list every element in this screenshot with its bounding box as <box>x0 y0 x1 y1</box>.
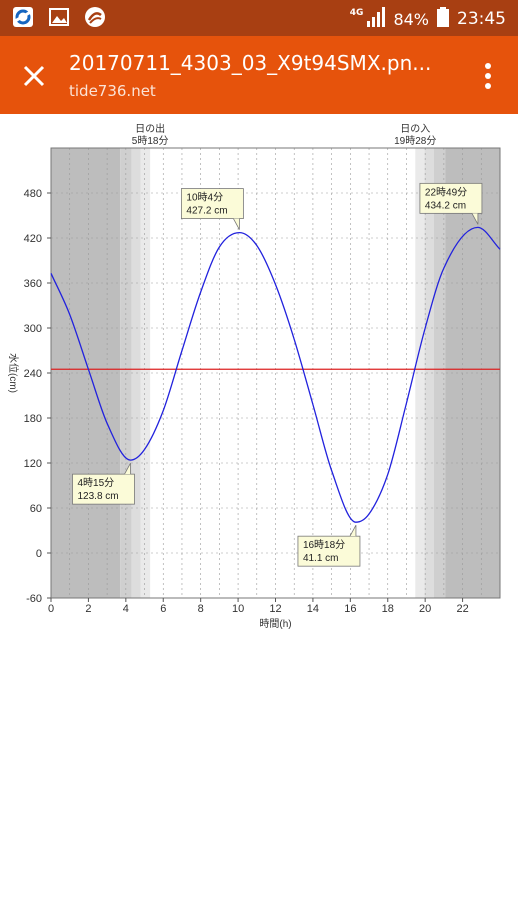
battery-percent: 84% <box>393 9 429 29</box>
annotation-pointer <box>471 213 479 225</box>
x-tick-label: 12 <box>269 603 281 615</box>
status-bar: 4G 84% 23:45 <box>0 0 518 36</box>
annotation-box <box>180 188 244 219</box>
y-tick-label: 420 <box>24 233 42 245</box>
y-tick-label: 120 <box>24 458 42 470</box>
x-axis-label: 時間(h) <box>259 618 291 630</box>
tide-chart-svg: -60 0 60 120 180 240 300 360 420 480 0 2 4 6 8 10 12 14 16… <box>7 122 501 630</box>
x-tick-label: 4 <box>123 603 129 615</box>
x-tick-label: 10 <box>232 603 244 615</box>
night-shade-band <box>424 148 434 598</box>
night-shade-band <box>433 148 446 598</box>
y-tick-label: 480 <box>24 188 42 200</box>
annotation-height: 434.2 cm <box>425 200 466 211</box>
annotation-height: 427.2 cm <box>186 206 227 217</box>
x-tick-label: 0 <box>48 603 54 615</box>
app-bar: 20170711_4303_03_X9t94SMX.pn... tide736.… <box>0 36 518 114</box>
page-title: 20170711_4303_03_X9t94SMX.pn... <box>69 51 432 75</box>
annotation-time: 16時18分 <box>303 539 345 551</box>
annotation-time: 22時49分 <box>425 186 467 198</box>
sunset-time: 19時28分 <box>394 135 436 147</box>
x-tick-label: 2 <box>85 603 91 615</box>
annotation-time: 4時15分 <box>78 477 115 489</box>
annotation-height: 41.1 cm <box>303 553 339 564</box>
more-vert-icon <box>485 63 491 89</box>
page-url: tide736.net <box>69 82 156 100</box>
annotation-box <box>72 473 135 505</box>
tide-chart: -60 0 60 120 180 240 300 360 420 480 0 2 4 6 8 10 12 14 16… <box>0 114 518 644</box>
y-tick-label: 240 <box>24 368 42 380</box>
annotation-pointer <box>349 524 357 537</box>
x-tick-label: 18 <box>382 603 394 615</box>
y-tick-label: 60 <box>30 503 42 515</box>
close-button[interactable] <box>16 58 52 94</box>
x-tick-label: 14 <box>307 603 319 615</box>
sunset-label: 日の入 <box>400 124 430 135</box>
network-type-label: 4G <box>349 8 364 18</box>
annotation-time: 10時4分 <box>186 192 223 204</box>
y-tick-label: 360 <box>24 278 42 290</box>
image-icon <box>48 6 70 28</box>
y-tick-label: 0 <box>36 548 42 560</box>
x-tick-label: 22 <box>456 603 468 615</box>
y-tick-label: 180 <box>24 413 42 425</box>
x-tick-label: 8 <box>198 603 204 615</box>
battery-icon <box>437 7 449 31</box>
overflow-menu-button[interactable] <box>476 60 500 92</box>
x-tick-label: 16 <box>344 603 356 615</box>
x-tick-label: 6 <box>160 603 166 615</box>
y-tick-label: -60 <box>26 593 42 605</box>
sunrise-label: 日の出 <box>135 122 165 135</box>
night-shade-band <box>140 148 151 598</box>
y-tick-label: 300 <box>24 323 42 335</box>
x-tick-label: 20 <box>419 603 431 615</box>
annotation-height: 123.8 cm <box>78 491 119 502</box>
app-logo-icon <box>12 6 34 28</box>
sunrise-time: 5時18分 <box>132 135 169 147</box>
annotation-pointer <box>233 218 240 230</box>
night-shade-band <box>415 148 425 598</box>
clock: 23:45 <box>457 9 506 29</box>
annotation-box <box>419 182 483 214</box>
annotation-pointer <box>124 462 131 475</box>
close-icon <box>23 65 45 87</box>
annotation-box <box>297 535 361 567</box>
app-circle-icon <box>84 6 106 28</box>
signal-icon <box>367 7 386 31</box>
tide-curve <box>50 226 501 523</box>
y-axis-label: 水位(cm) <box>7 353 20 393</box>
